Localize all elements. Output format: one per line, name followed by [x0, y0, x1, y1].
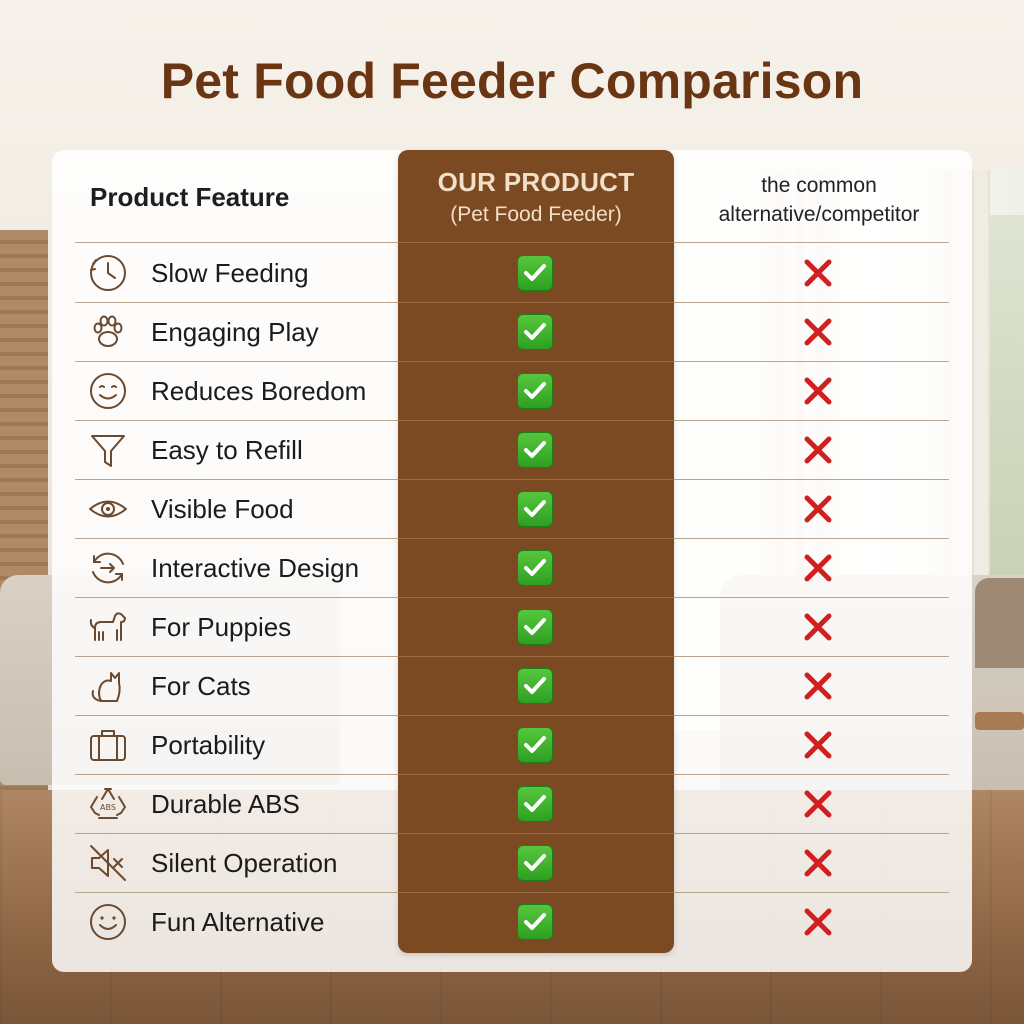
- check-mark-icon: [517, 786, 553, 822]
- row-divider-column: [398, 774, 674, 775]
- check-mark-icon: [517, 432, 553, 468]
- page-title: Pet Food Feeder Comparison: [160, 53, 864, 109]
- paw-icon: [87, 311, 129, 353]
- feature-label: Fun Alternative: [151, 907, 325, 937]
- table-row: Slow Feeding: [75, 243, 949, 302]
- check-mark-icon: [517, 609, 553, 645]
- cross-mark-icon: [802, 670, 834, 702]
- row-divider-column: [398, 715, 674, 716]
- row-divider-column: [398, 420, 674, 421]
- row-divider-column: [398, 361, 674, 362]
- feature-label: Silent Operation: [151, 848, 338, 878]
- feature-label: Portability: [151, 730, 266, 760]
- feature-label: Slow Feeding: [151, 258, 309, 288]
- competitor-header-line2: alternative/competitor: [718, 203, 920, 226]
- table-row: Reduces Boredom: [75, 361, 949, 420]
- table-row: Fun Alternative: [75, 892, 949, 951]
- cross-mark-icon: [802, 847, 834, 879]
- table-row: ABS Durable ABS: [75, 774, 949, 833]
- feature-label: Engaging Play: [151, 317, 319, 347]
- cross-mark-icon: [802, 552, 834, 584]
- row-divider-column: [398, 892, 674, 893]
- check-mark-icon: [517, 904, 553, 940]
- check-mark-icon: [517, 491, 553, 527]
- table-row: Interactive Design: [75, 538, 949, 597]
- row-divider-column: [398, 833, 674, 834]
- cross-mark-icon: [802, 493, 834, 525]
- dog-icon: [87, 606, 129, 648]
- check-mark-icon: [517, 727, 553, 763]
- row-divider-column: [398, 302, 674, 303]
- background-window-greenery: [985, 215, 1024, 595]
- check-mark-icon: [517, 314, 553, 350]
- clock-icon: [87, 252, 129, 294]
- table-row: Engaging Play: [75, 302, 949, 361]
- our-product-header-title: OUR PRODUCT: [437, 167, 635, 197]
- row-divider-column: [398, 597, 674, 598]
- mute-speaker-icon: [87, 842, 129, 884]
- smiley-icon: [87, 370, 129, 412]
- feature-label: Visible Food: [151, 494, 294, 524]
- check-mark-icon: [517, 845, 553, 881]
- feature-label: Interactive Design: [151, 553, 360, 583]
- feature-label: Durable ABS: [151, 789, 300, 819]
- competitor-header-line1: the common: [761, 174, 877, 197]
- suitcase-icon: [87, 724, 129, 766]
- cross-mark-icon: [802, 611, 834, 643]
- row-divider-column: [398, 538, 674, 539]
- feature-label: Easy to Refill: [151, 435, 303, 465]
- feature-column-header: Product Feature: [90, 182, 290, 212]
- row-divider-column: [398, 479, 674, 480]
- check-mark-icon: [517, 255, 553, 291]
- cross-mark-icon: [802, 788, 834, 820]
- our-product-header-subtitle: (Pet Food Feeder): [450, 203, 622, 226]
- feature-label: Reduces Boredom: [151, 376, 367, 406]
- cat-icon: [87, 665, 129, 707]
- cross-mark-icon: [802, 257, 834, 289]
- cross-mark-icon: [802, 906, 834, 938]
- cross-mark-icon: [802, 316, 834, 348]
- our-product-column-header: OUR PRODUCT (Pet Food Feeder): [398, 167, 674, 227]
- row-divider-column: [398, 242, 674, 243]
- cross-mark-icon: [802, 434, 834, 466]
- cross-mark-icon: [802, 729, 834, 761]
- table-row: For Puppies: [75, 597, 949, 656]
- table-row: Silent Operation: [75, 833, 949, 892]
- table-row: For Cats: [75, 656, 949, 715]
- row-divider-column: [398, 656, 674, 657]
- eye-icon: [87, 488, 129, 530]
- check-mark-icon: [517, 373, 553, 409]
- table-row: Visible Food: [75, 479, 949, 538]
- table-row: Portability: [75, 715, 949, 774]
- funnel-icon: [87, 429, 129, 471]
- competitor-column-header: the common alternative/competitor: [674, 171, 964, 229]
- svg-text:ABS: ABS: [100, 803, 116, 812]
- happy-face-icon: [87, 901, 129, 943]
- background-side-table: [975, 712, 1024, 730]
- background-armchair: [975, 578, 1024, 668]
- cross-mark-icon: [802, 375, 834, 407]
- table-row: Easy to Refill: [75, 420, 949, 479]
- recycle-abs-icon: ABS: [87, 783, 129, 825]
- check-mark-icon: [517, 550, 553, 586]
- feature-label: For Puppies: [151, 612, 292, 642]
- interactive-arrow-icon: [87, 547, 129, 589]
- check-mark-icon: [517, 668, 553, 704]
- feature-label: For Cats: [151, 671, 251, 701]
